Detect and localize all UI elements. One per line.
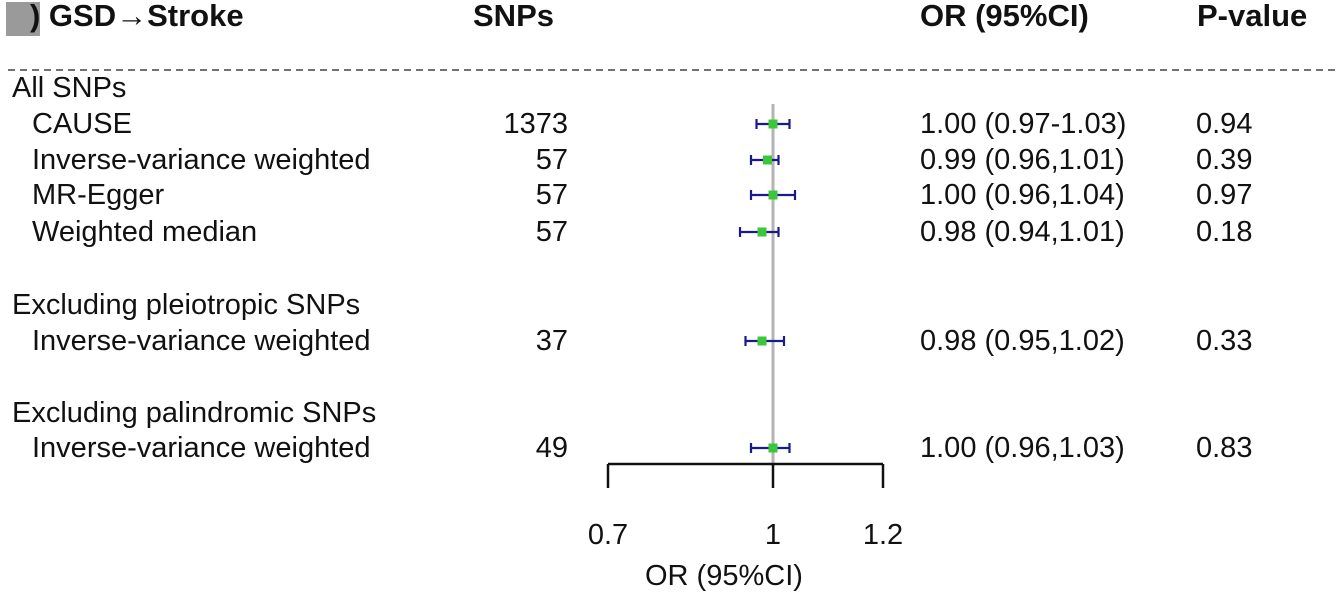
x-tick-label: 1 xyxy=(765,519,781,551)
x-tick-label: 1.2 xyxy=(863,519,903,551)
pvalue-column-header: P-value xyxy=(1197,0,1308,33)
or-ci-text: 0.99 (0.96,1.01) xyxy=(920,144,1125,176)
method-label: Inverse-variance weighted xyxy=(32,432,371,464)
snp-count: 57 xyxy=(535,216,568,248)
snp-count: 57 xyxy=(535,179,568,211)
estimate-point xyxy=(757,227,767,237)
snps-column-header: SNPs xyxy=(473,0,554,33)
method-label: Inverse-variance weighted xyxy=(32,144,371,176)
group-label: Excluding palindromic SNPs xyxy=(12,397,377,429)
p-value: 0.97 xyxy=(1196,179,1253,211)
x-tick-label: 0.7 xyxy=(588,519,628,551)
or-ci-text: 1.00 (0.96,1.04) xyxy=(920,179,1125,211)
p-value: 0.33 xyxy=(1196,325,1253,357)
or-ci-text: 0.98 (0.95,1.02) xyxy=(920,325,1125,357)
p-value: 0.83 xyxy=(1196,432,1253,464)
or-ci-text: 1.00 (0.97-1.03) xyxy=(920,108,1127,140)
estimate-point xyxy=(768,443,778,453)
estimate-point xyxy=(763,155,772,165)
p-value: 0.94 xyxy=(1196,108,1253,140)
method-label: CAUSE xyxy=(32,108,132,140)
snp-count: 57 xyxy=(535,144,568,176)
snp-count: 1373 xyxy=(503,108,568,140)
method-label: Inverse-variance weighted xyxy=(32,325,371,357)
panel-label-mark xyxy=(6,2,40,36)
snp-count: 49 xyxy=(535,432,568,464)
estimate-point xyxy=(757,336,767,346)
snp-count: 37 xyxy=(535,325,568,357)
estimate-point xyxy=(768,119,778,129)
group-label: Excluding pleiotropic SNPs xyxy=(12,289,361,321)
or-column-header: OR (95%CI) xyxy=(920,0,1089,33)
method-label: Weighted median xyxy=(32,216,258,248)
group-label: All SNPs xyxy=(12,72,127,104)
estimate-point xyxy=(768,190,778,200)
chart-title: ) GSD→Stroke xyxy=(30,0,244,33)
method-label: MR-Egger xyxy=(32,179,165,211)
or-ci-text: 1.00 (0.96,1.03) xyxy=(920,432,1125,464)
p-value: 0.39 xyxy=(1196,144,1253,176)
or-ci-text: 0.98 (0.94,1.01) xyxy=(920,216,1125,248)
x-axis-label: OR (95%CI) xyxy=(645,560,803,592)
p-value: 0.18 xyxy=(1196,216,1253,248)
